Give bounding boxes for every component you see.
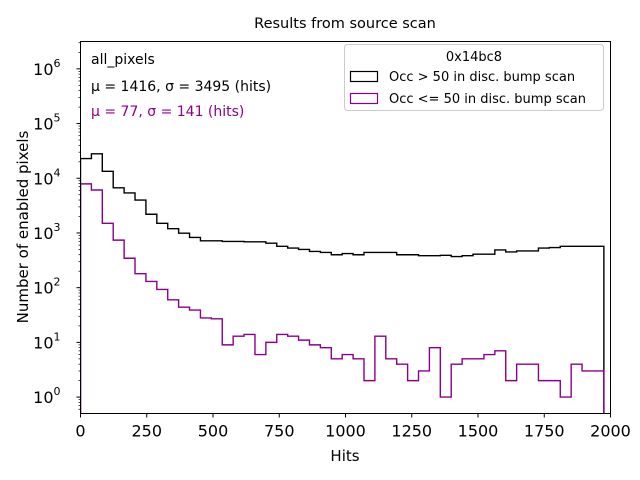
legend: 0x14bc8 Occ > 50 in disc. bump scan Occ …	[344, 44, 604, 111]
x-tick-label: 1250	[391, 422, 432, 441]
legend-label-high-occ: Occ > 50 in disc. bump scan	[389, 70, 575, 85]
y-axis-label: Number of enabled pixels	[14, 130, 32, 323]
series-low-occ-step	[80, 183, 605, 414]
x-tick-label: 250	[131, 422, 162, 441]
y-tick-label: 104	[33, 166, 60, 188]
y-tick-label: 103	[33, 221, 60, 243]
y-tick-label: 102	[33, 276, 60, 298]
y-tick-label: 106	[33, 57, 60, 79]
legend-swatch-low-occ	[349, 92, 379, 105]
legend-box	[344, 44, 604, 111]
x-axis: 0 250 500 750 1000 1250 1500 1750 2000	[75, 413, 631, 441]
y-axis: 100 101 102 103 104 105 106	[33, 42, 81, 410]
chart-title: Results from source scan	[254, 16, 436, 32]
annotation-dataset: all_pixels	[91, 52, 155, 68]
y-tick-label: 101	[33, 330, 60, 352]
x-tick-label: 1750	[524, 422, 565, 441]
annotation-stats-all: μ = 1416, σ = 3495 (hits)	[91, 79, 271, 95]
annotation-stats-low-occ: μ = 77, σ = 141 (hits)	[91, 104, 244, 120]
x-tick-label: 1500	[458, 422, 499, 441]
legend-swatch-high-occ	[349, 70, 379, 83]
x-tick-label: 750	[264, 422, 295, 441]
legend-title: 0x14bc8	[446, 50, 502, 65]
x-tick-label: 0	[75, 422, 85, 441]
legend-label-low-occ: Occ <= 50 in disc. bump scan	[389, 92, 586, 107]
series-high-occ-step	[80, 153, 605, 414]
x-tick-label: 500	[198, 422, 229, 441]
x-tick-label: 2000	[590, 422, 631, 441]
x-tick-label: 1000	[325, 422, 366, 441]
series-layer	[80, 153, 605, 414]
y-tick-label: 105	[33, 112, 60, 134]
y-tick-label: 100	[33, 385, 60, 407]
x-axis-label: Hits	[330, 447, 359, 465]
